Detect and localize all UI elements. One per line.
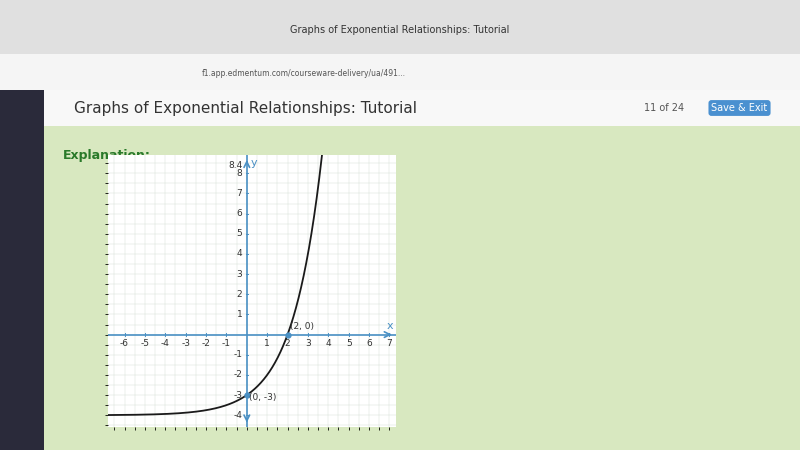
- Text: Explanation:: Explanation:: [63, 148, 150, 162]
- Text: 1: 1: [237, 310, 242, 319]
- Text: -3: -3: [234, 391, 242, 400]
- Text: -1: -1: [222, 339, 231, 348]
- Text: 2: 2: [285, 339, 290, 348]
- Text: 4: 4: [326, 339, 331, 348]
- Text: -2: -2: [234, 370, 242, 379]
- Text: x: x: [387, 321, 394, 331]
- Text: 1: 1: [264, 339, 270, 348]
- Text: f1.app.edmentum.com/courseware-delivery/ua/491...: f1.app.edmentum.com/courseware-delivery/…: [202, 69, 406, 78]
- Text: 7: 7: [237, 189, 242, 198]
- Text: 4: 4: [237, 249, 242, 258]
- Text: 2: 2: [237, 290, 242, 299]
- Text: 5: 5: [237, 230, 242, 238]
- Text: Graphs of Exponential Relationships: Tutorial: Graphs of Exponential Relationships: Tut…: [74, 100, 418, 116]
- Text: -2: -2: [202, 339, 210, 348]
- Text: 3: 3: [305, 339, 311, 348]
- Text: 7: 7: [386, 339, 392, 348]
- Text: -3: -3: [181, 339, 190, 348]
- Text: 8.4: 8.4: [228, 161, 242, 170]
- Text: -4: -4: [234, 411, 242, 420]
- Text: -5: -5: [141, 339, 150, 348]
- Text: 6: 6: [366, 339, 372, 348]
- Text: 3: 3: [237, 270, 242, 279]
- Text: 8: 8: [237, 169, 242, 178]
- Text: -6: -6: [120, 339, 129, 348]
- Text: 6: 6: [237, 209, 242, 218]
- Text: (2, 0): (2, 0): [290, 322, 314, 331]
- Text: -4: -4: [161, 339, 170, 348]
- Text: Save & Exit: Save & Exit: [711, 103, 768, 113]
- Text: -1: -1: [234, 350, 242, 359]
- Text: (0, -3): (0, -3): [250, 393, 277, 402]
- Text: y: y: [250, 158, 257, 168]
- Text: Graphs of Exponential Relationships: Tutorial: Graphs of Exponential Relationships: Tut…: [290, 25, 510, 35]
- Text: 11 of 24: 11 of 24: [644, 103, 684, 113]
- Text: 5: 5: [346, 339, 351, 348]
